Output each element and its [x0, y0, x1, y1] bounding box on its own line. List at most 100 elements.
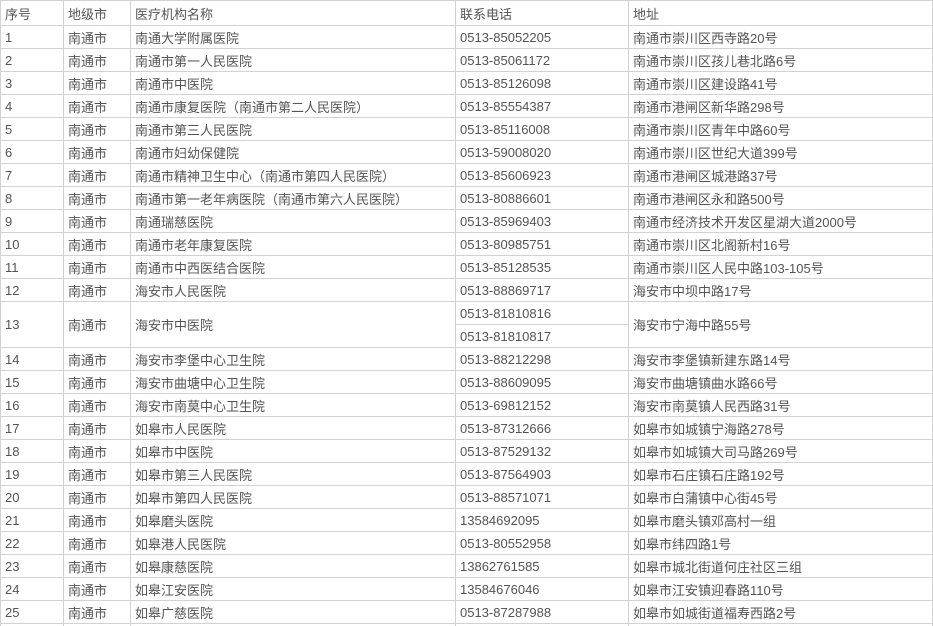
cell-no: 21	[0, 508, 64, 532]
cell-city: 南通市	[63, 416, 131, 440]
table-row: 12 南通市 海安市人民医院 0513-88869717 海安市中坝中路17号	[0, 278, 933, 302]
table-row: 4 南通市 南通市康复医院（南通市第二人民医院） 0513-85554387 南通市港闸…	[0, 94, 933, 118]
table-row: 22 南通市 如皋港人民医院 0513-80552958 如皋市纬四路1号	[0, 531, 933, 555]
cell-address: 如皋市石庄镇石庄路192号	[628, 462, 933, 486]
cell-phone: 0513-85061172	[455, 48, 629, 72]
cell-address: 南通市港闸区永和路500号	[628, 186, 933, 210]
cell-address: 南通市崇川区青年中路60号	[628, 117, 933, 141]
cell-no: 9	[0, 209, 64, 233]
table-row: 5 南通市 南通市第三人民医院 0513-85116008 南通市崇川区青年中路60号	[0, 117, 933, 141]
cell-city: 南通市	[63, 347, 131, 371]
cell-address: 南通市港闸区城港路37号	[628, 163, 933, 187]
cell-no: 13	[0, 301, 64, 348]
table-row: 6 南通市 南通市妇幼保健院 0513-59008020 南通市崇川区世纪大道399号	[0, 140, 933, 164]
cell-city: 南通市	[63, 439, 131, 463]
cell-city: 南通市	[63, 48, 131, 72]
cell-address: 海安市宁海中路55号	[628, 301, 933, 348]
cell-empty	[628, 623, 933, 626]
cell-city: 南通市	[63, 462, 131, 486]
cell-name: 南通市康复医院（南通市第二人民医院）	[130, 94, 456, 118]
cell-name: 如皋江安医院	[130, 577, 456, 601]
table-row: 10 南通市 南通市老年康复医院 0513-80985751 南通市崇川区北阁新村16号	[0, 232, 933, 256]
cell-address: 海安市曲塘镇曲水路66号	[628, 370, 933, 394]
table-row: 18 南通市 如皋市中医院 0513-87529132 如皋市如城镇大司马路269号	[0, 439, 933, 463]
cell-phone: 0513-85052205	[455, 25, 629, 49]
cell-city: 南通市	[63, 278, 131, 302]
table-row: 13 南通市 海安市中医院 0513-81810816 海安市宁海中路55号	[0, 301, 933, 348]
cell-address: 南通市港闸区新华路298号	[628, 94, 933, 118]
cell-no: 23	[0, 554, 64, 578]
table-row: 19 南通市 如皋市第三人民医院 0513-87564903 如皋市石庄镇石庄路192号	[0, 462, 933, 486]
cell-address: 如皋市城北街道何庄社区三组	[628, 554, 933, 578]
cell-city: 南通市	[63, 508, 131, 532]
cell-city: 南通市	[63, 232, 131, 256]
table-row: 15 南通市 海安市曲塘中心卫生院 0513-88609095 海安市曲塘镇曲水路66号	[0, 370, 933, 394]
cell-phone: 13584676046	[455, 577, 629, 601]
hospital-table-body: 1 南通市 南通大学附属医院 0513-85052205 南通市崇川区西寺路20号 2 南通…	[0, 25, 933, 626]
cell-city: 南通市	[63, 186, 131, 210]
cell-city: 南通市	[63, 577, 131, 601]
cell-city: 南通市	[63, 531, 131, 555]
cell-phone: 0513-80886601	[455, 186, 629, 210]
cell-phone: 0513-87312666	[455, 416, 629, 440]
cell-name: 如皋市中医院	[130, 439, 456, 463]
table-row: 11 南通市 南通市中西医结合医院 0513-85128535 南通市崇川区人民中路10…	[0, 255, 933, 279]
cell-phone: 0513-80985751	[455, 232, 629, 256]
cell-address: 如皋市磨头镇邓高村一组	[628, 508, 933, 532]
cell-no: 12	[0, 278, 64, 302]
cell-address: 如皋市纬四路1号	[628, 531, 933, 555]
cell-phone: 0513-88212298	[455, 347, 629, 371]
cell-phone: 0513-81810816	[455, 301, 629, 325]
cell-phone: 0513-85554387	[455, 94, 629, 118]
cell-address: 如皋市如城街道福寿西路2号	[628, 600, 933, 624]
cell-no: 18	[0, 439, 64, 463]
cell-phone: 0513-88609095	[455, 370, 629, 394]
cell-name: 南通市精神卫生中心（南通市第四人民医院）	[130, 163, 456, 187]
cell-address: 南通市经济技术开发区星湖大道2000号	[628, 209, 933, 233]
cell-no: 25	[0, 600, 64, 624]
cell-phone: 0513-88571071	[455, 485, 629, 509]
cell-phone: 0513-87287988	[455, 600, 629, 624]
cell-no: 11	[0, 255, 64, 279]
table-row: 24 南通市 如皋江安医院 13584676046 如皋市江安镇迎春路110号	[0, 577, 933, 601]
cell-no: 16	[0, 393, 64, 417]
cell-phone: 0513-85606923	[455, 163, 629, 187]
cell-name: 如皋市人民医院	[130, 416, 456, 440]
cell-no: 19	[0, 462, 64, 486]
cell-no: 20	[0, 485, 64, 509]
cell-address: 如皋市如城镇大司马路269号	[628, 439, 933, 463]
cell-no: 10	[0, 232, 64, 256]
cell-city: 南通市	[63, 117, 131, 141]
table-row: 21 南通市 如皋磨头医院 13584692095 如皋市磨头镇邓高村一组	[0, 508, 933, 532]
cell-no: 24	[0, 577, 64, 601]
cell-address: 南通市崇川区孩儿巷北路6号	[628, 48, 933, 72]
cell-name: 南通瑞慈医院	[130, 209, 456, 233]
cell-city: 南通市	[63, 393, 131, 417]
cell-name: 南通市第一老年病医院（南通市第六人民医院）	[130, 186, 456, 210]
table-row: 9 南通市 南通瑞慈医院 0513-85969403 南通市经济技术开发区星湖大道200…	[0, 209, 933, 233]
cell-name: 南通市中医院	[130, 71, 456, 95]
table-row: 8 南通市 南通市第一老年病医院（南通市第六人民医院） 0513-80886601 南通…	[0, 186, 933, 210]
partial-row	[0, 623, 933, 626]
table-row: 17 南通市 如皋市人民医院 0513-87312666 如皋市如城镇宁海路278号	[0, 416, 933, 440]
cell-phone: 0513-87529132	[455, 439, 629, 463]
cell-address: 南通市崇川区建设路41号	[628, 71, 933, 95]
table-header-row: 序号 地级市 医疗机构名称 联系电话 地址	[0, 0, 933, 26]
cell-name: 如皋市第三人民医院	[130, 462, 456, 486]
column-header-name: 医疗机构名称	[130, 0, 456, 26]
table-row: 1 南通市 南通大学附属医院 0513-85052205 南通市崇川区西寺路20号	[0, 25, 933, 49]
table-row: 2 南通市 南通市第一人民医院 0513-85061172 南通市崇川区孩儿巷北路6号	[0, 48, 933, 72]
cell-no: 17	[0, 416, 64, 440]
column-header-phone: 联系电话	[455, 0, 629, 26]
column-header-city: 地级市	[63, 0, 131, 26]
table-row: 7 南通市 南通市精神卫生中心（南通市第四人民医院） 0513-85606923 南通市…	[0, 163, 933, 187]
cell-name: 海安市南莫中心卫生院	[130, 393, 456, 417]
cell-phone: 0513-85128535	[455, 255, 629, 279]
table-row: 20 南通市 如皋市第四人民医院 0513-88571071 如皋市白蒲镇中心街45号	[0, 485, 933, 509]
cell-city: 南通市	[63, 209, 131, 233]
cell-no: 8	[0, 186, 64, 210]
cell-name: 南通市第一人民医院	[130, 48, 456, 72]
cell-city: 南通市	[63, 301, 131, 348]
table-row: 14 南通市 海安市李堡中心卫生院 0513-88212298 海安市李堡镇新建东路14…	[0, 347, 933, 371]
